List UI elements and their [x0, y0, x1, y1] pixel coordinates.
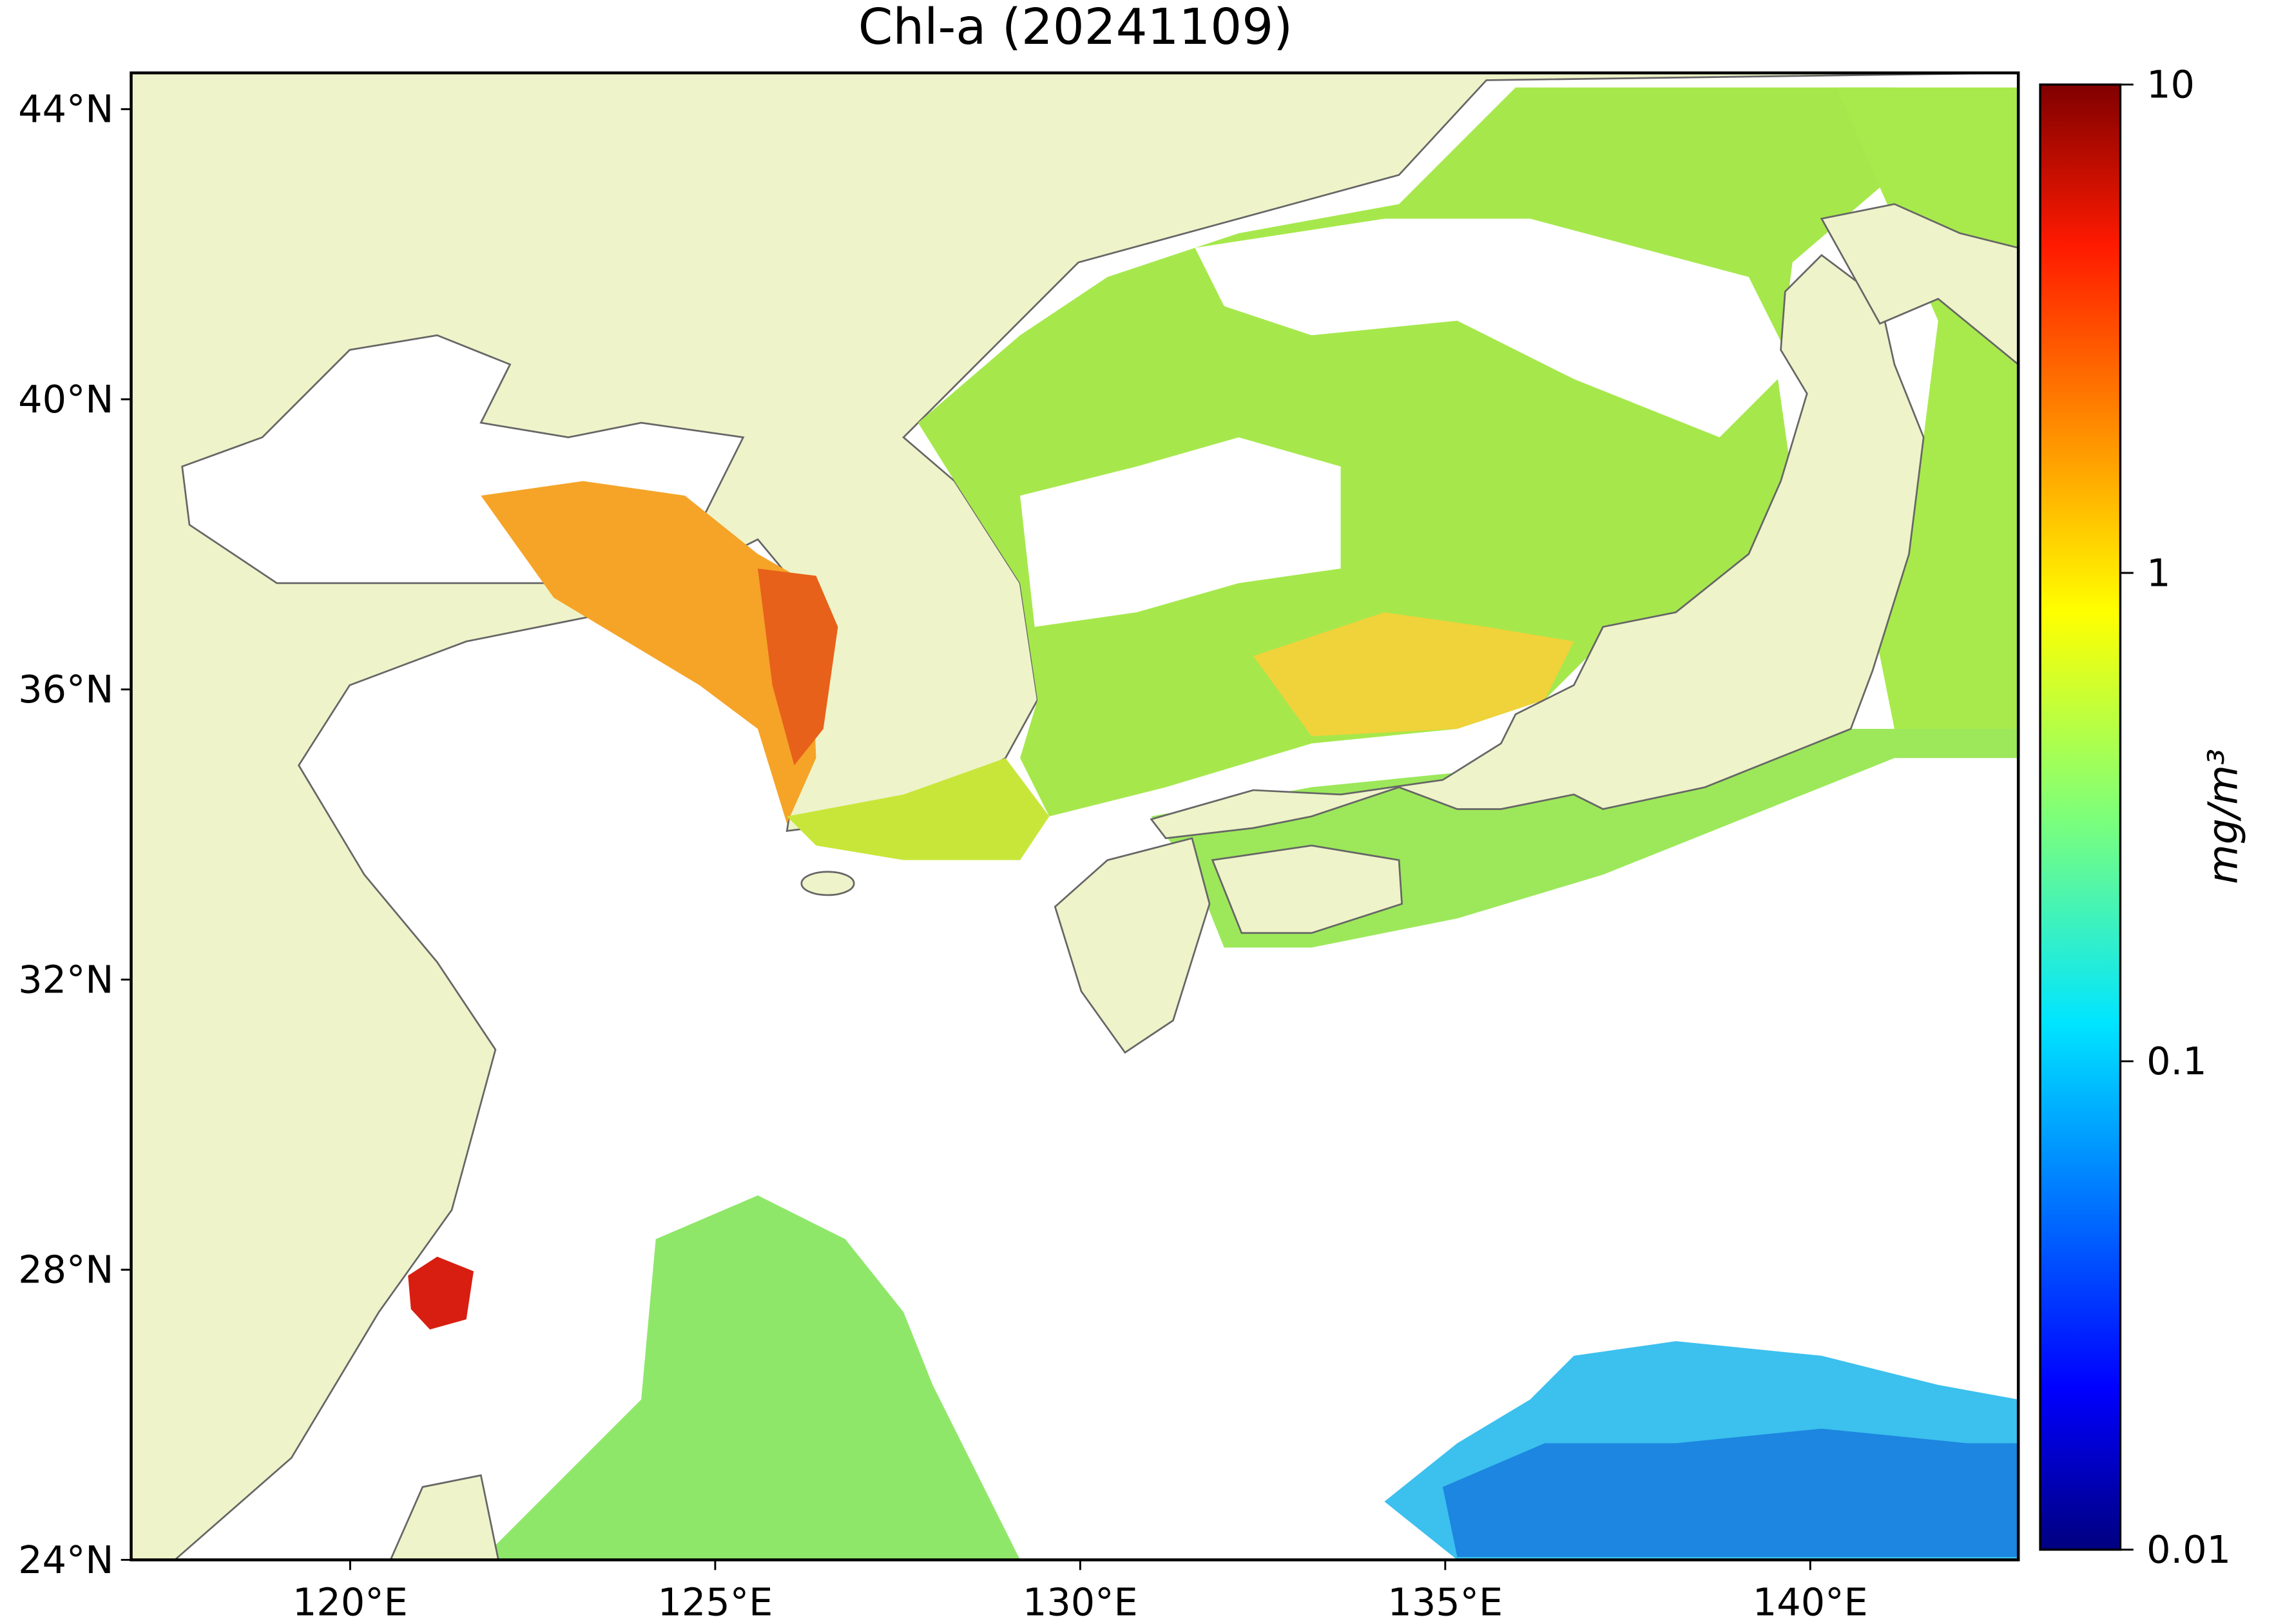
y-tick-label: 24°N: [18, 1538, 113, 1582]
x-tick-label: 120°E: [293, 1580, 408, 1624]
y-tick-label: 36°N: [18, 667, 113, 711]
chl-patch: [481, 1195, 1021, 1560]
chl-patch: [1442, 1428, 2019, 1557]
map-title: Chl-a (20241109): [858, 0, 1293, 56]
land: [1150, 254, 1925, 840]
axes: 120°E 125°E 130°E 135°E 140°E 24°N 28°N 32°N 36°…: [18, 63, 2231, 1624]
colorbar-label: mg/m³: [2199, 749, 2246, 884]
land: [800, 871, 855, 896]
plot-frame: [130, 71, 2020, 1561]
chl-patch: [1253, 612, 1574, 737]
cloud: [1195, 218, 1793, 438]
colorbar-tick-label: 0.01: [2146, 1527, 2231, 1572]
colorbar: [2039, 83, 2122, 1551]
x-tick-label: 130°E: [1023, 1580, 1138, 1624]
chl-patch: [787, 758, 1050, 860]
y-tick-label: 32°N: [18, 957, 113, 1001]
chl-patch: [757, 568, 838, 766]
x-tick-label: 135°E: [1387, 1580, 1503, 1624]
chl-patch: [408, 1256, 474, 1330]
land: [1054, 837, 1211, 1054]
land: [389, 1474, 499, 1560]
x-tick-label: 140°E: [1753, 1580, 1868, 1624]
cloud: [1020, 437, 1341, 627]
colorbar-tick-label: 10: [2146, 63, 2195, 107]
land: [1820, 203, 2019, 366]
colorbar-tick-label: 1: [2146, 550, 2170, 595]
land: [1211, 844, 1403, 934]
y-tick-label: 28°N: [18, 1248, 113, 1292]
y-tick-label: 44°N: [18, 87, 113, 131]
map-area: [131, 73, 2019, 1560]
chl-patch: [481, 481, 816, 824]
y-tick-label: 40°N: [18, 377, 113, 421]
colorbar-tick-label: 0.1: [2146, 1039, 2207, 1083]
x-tick-label: 125°E: [657, 1580, 773, 1624]
